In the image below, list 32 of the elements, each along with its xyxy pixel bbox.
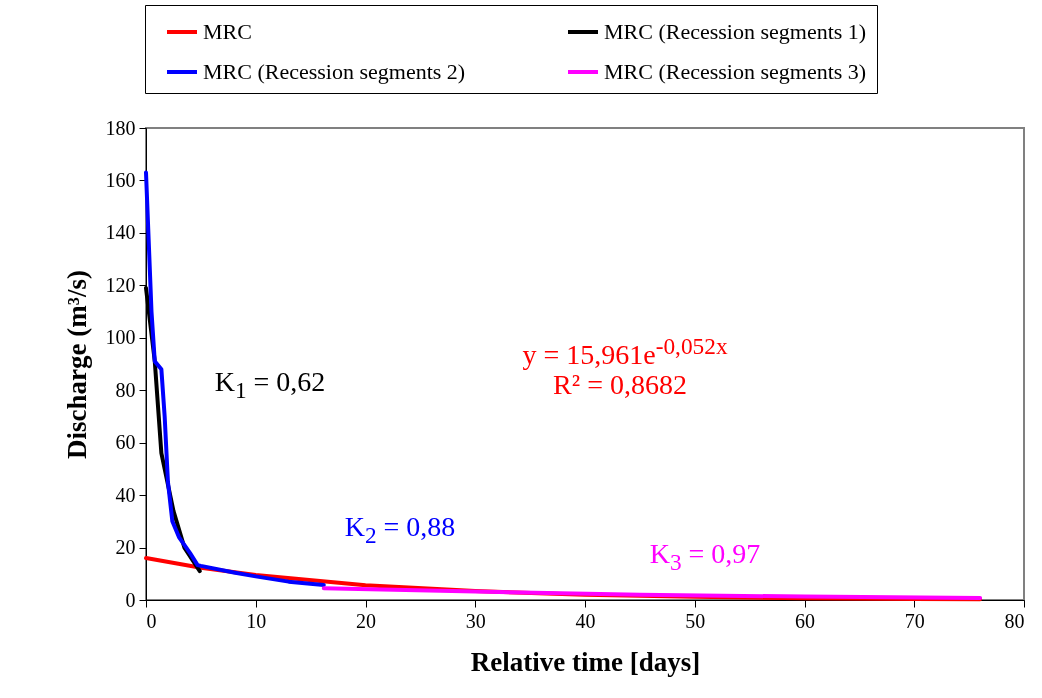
y-tick-label: 80 xyxy=(115,378,136,401)
y-tick-label: 160 xyxy=(105,168,136,191)
legend-label: MRC (Recession segments 1) xyxy=(604,19,867,44)
x-tick-label: 20 xyxy=(356,609,376,632)
annotation: K$_{1}$ = 0,62 xyxy=(214,366,326,404)
annotation: y = 15,961e$^{-0,052x}$ xyxy=(522,332,728,372)
legend-label: MRC (Recession segments 3) xyxy=(604,59,867,84)
annotation: R² = 0,8682 xyxy=(553,369,687,401)
x-tick-label: 10 xyxy=(246,609,267,632)
y-tick-label: 120 xyxy=(105,273,136,296)
x-tick-label: 60 xyxy=(795,609,815,632)
y-axis-title: Discharge (m³/s) xyxy=(61,270,92,459)
x-tick-label: 0 xyxy=(146,609,157,632)
line-series xyxy=(144,170,326,588)
line-series xyxy=(321,586,983,600)
legend-label: MRC (Recession segments 2) xyxy=(203,59,466,84)
x-tick-label: 80 xyxy=(1004,609,1025,632)
y-tick-label: 140 xyxy=(105,221,136,244)
x-tick-label: 70 xyxy=(904,609,925,632)
x-axis-title: Relative time [days] xyxy=(470,646,701,677)
annotation: K$_{3}$ = 0,97 xyxy=(649,538,761,576)
x-tick-label: 30 xyxy=(465,609,486,632)
y-tick-label: 20 xyxy=(115,536,136,559)
y-tick-label: 180 xyxy=(105,116,136,139)
x-tick-label: 40 xyxy=(575,609,596,632)
legend-label: MRC xyxy=(203,19,252,44)
x-tick-label: 50 xyxy=(685,609,706,632)
y-tick-label: 100 xyxy=(105,326,136,349)
y-tick-label: 60 xyxy=(115,431,136,454)
annotation: K$_{2}$ = 0,88 xyxy=(344,511,456,549)
y-tick-label: 40 xyxy=(115,483,136,506)
y-tick-label: 0 xyxy=(125,588,136,611)
